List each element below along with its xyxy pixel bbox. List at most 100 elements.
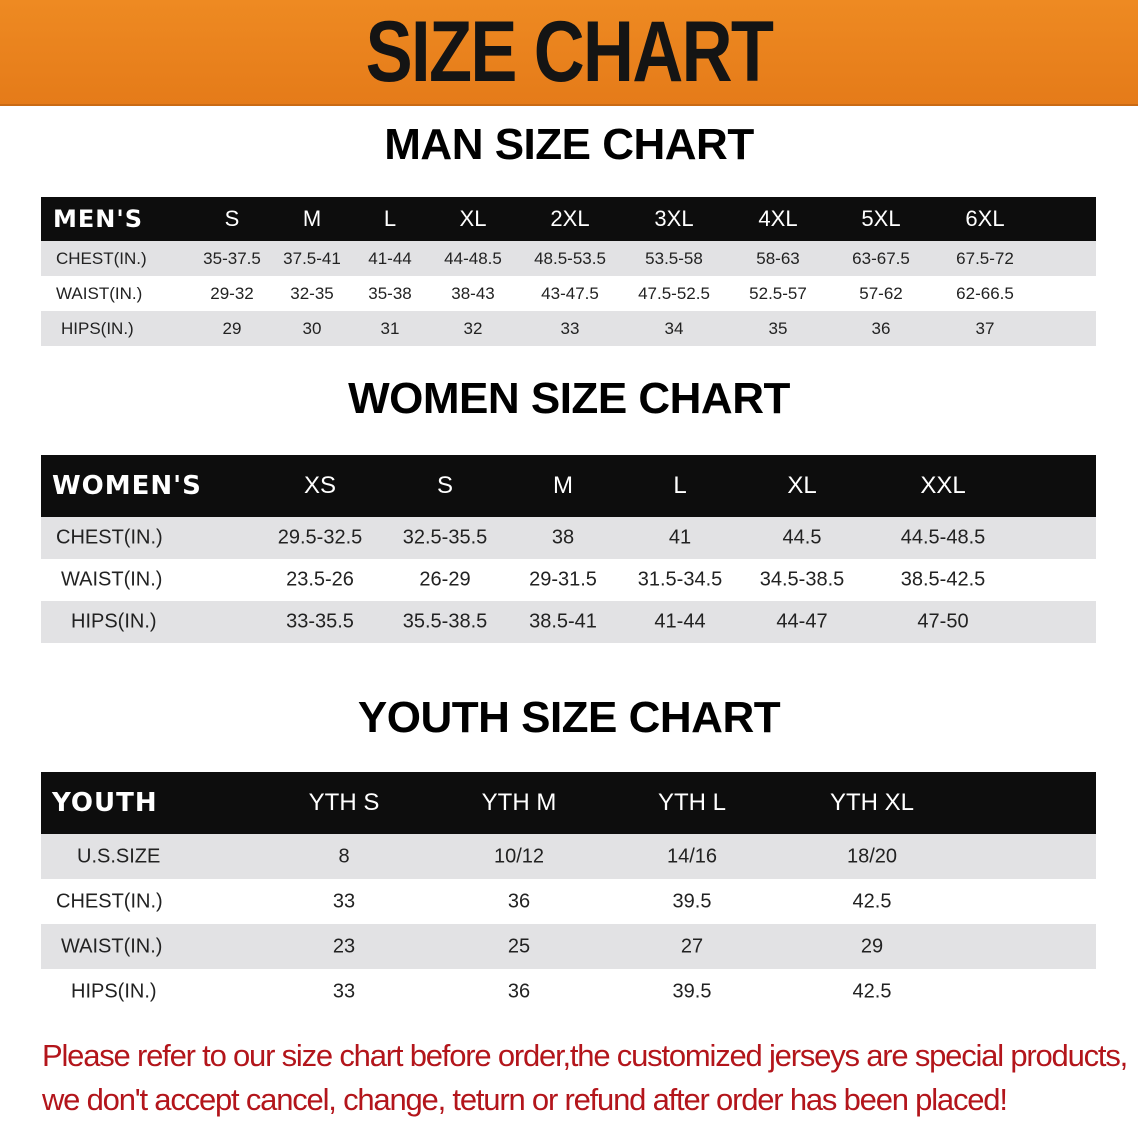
table-cell: 10/12: [493, 845, 545, 867]
youth-header-label: YOUTH: [52, 788, 158, 818]
table-row: U.S.SIZE 8 10/12 14/16 18/20: [41, 834, 1096, 879]
table-cell: 41: [668, 526, 692, 549]
table-cell: 29-31.5: [529, 568, 597, 591]
table-cell: 44.5: [782, 526, 822, 549]
youth-section-title: YOUTH SIZE CHART: [357, 693, 781, 742]
size-header: 5XL: [861, 206, 901, 231]
table-cell: 14/16: [666, 845, 718, 867]
table-cell: 38.5-41: [529, 610, 597, 633]
table-cell: 33: [332, 980, 356, 1002]
table-cell: 34.5-38.5: [759, 568, 845, 591]
youth-size-table: YOUTH YTH S YTH M YTH L YTH XL U.S.SIZE 8 10/12…: [41, 772, 1096, 1014]
table-cell: 62-66.5: [956, 283, 1014, 303]
size-header: L: [673, 472, 687, 499]
size-header: YTH XL: [829, 789, 915, 816]
size-header: M: [302, 206, 322, 231]
table-cell: 36: [507, 890, 531, 912]
men-header-label: MEN'S: [53, 205, 143, 233]
table-cell: 48.5-53.5: [534, 248, 606, 268]
men-header-row: MEN'S S M L XL 2XL 3XL 4XL 5XL 6XL: [41, 197, 1096, 241]
table-cell: 18/20: [846, 845, 898, 867]
table-row: CHEST(IN.) 29.5-32.5 32.5-35.5 38 41 44.5 44.5…: [41, 517, 1096, 559]
table-cell: 44.5-48.5: [900, 526, 986, 549]
notice-line-2: we don't accept cancel, change, teturn o…: [42, 1082, 1008, 1117]
size-header: 6XL: [965, 206, 1005, 231]
table-cell: 31: [380, 318, 400, 338]
table-cell: 32: [463, 318, 483, 338]
women-section-title: WOMEN SIZE CHART: [348, 374, 790, 423]
men-size-table: MEN'S S M L XL 2XL 3XL 4XL 5XL 6XL CHEST(IN.) 35-37…: [41, 197, 1096, 346]
table-cell: 37.5-41: [283, 248, 341, 268]
table-row: WAIST(IN.) 29-32 32-35 35-38 38-43 43-47.5 47.…: [41, 276, 1096, 311]
table-cell: 57-62: [859, 283, 903, 303]
table-row: HIPS(IN.) 29 30 31 32 33 34 35 36 37: [41, 311, 1096, 346]
youth-header-row: YOUTH YTH S YTH M YTH L YTH XL: [41, 772, 1096, 834]
table-cell: 41-44: [368, 248, 412, 268]
table-cell: 29: [222, 318, 242, 338]
table-cell: 47.5-52.5: [638, 283, 710, 303]
table-cell: 42.5: [852, 980, 892, 1002]
table-cell: 37: [975, 318, 995, 338]
table-row: WAIST(IN.) 23.5-26 26-29 29-31.5 31.5-34.5 34…: [41, 559, 1096, 601]
table-cell: 33-35.5: [286, 610, 354, 633]
row-label: CHEST(IN.): [56, 526, 163, 549]
table-cell: 33: [332, 890, 356, 912]
size-header: 3XL: [654, 206, 694, 231]
table-cell: 38.5-42.5: [900, 568, 986, 591]
table-cell: 44-48.5: [444, 248, 502, 268]
row-label: CHEST(IN.): [56, 890, 163, 912]
row-label: CHEST(IN.): [56, 248, 147, 268]
row-label: U.S.SIZE: [77, 845, 161, 867]
women-header-row: WOMEN'S XS S M L XL XXL: [41, 455, 1096, 517]
table-cell: 52.5-57: [749, 283, 807, 303]
table-cell: 32.5-35.5: [402, 526, 488, 549]
men-section-title: MAN SIZE CHART: [384, 120, 754, 169]
table-cell: 25: [507, 935, 531, 957]
size-header: S: [224, 206, 240, 231]
size-header: 2XL: [550, 206, 590, 231]
table-cell: 39.5: [672, 980, 712, 1002]
table-cell: 47-50: [917, 610, 969, 633]
table-cell: 38: [551, 526, 575, 549]
size-header: S: [436, 472, 454, 499]
size-header: XL: [787, 472, 817, 499]
size-header: M: [553, 472, 573, 499]
size-header: L: [383, 206, 397, 231]
size-header: YTH M: [481, 789, 557, 816]
table-row: WAIST(IN.) 23 25 27 29: [41, 924, 1096, 969]
notice-line-1: Please refer to our size chart before or…: [42, 1038, 1128, 1073]
table-cell: 30: [302, 318, 322, 338]
women-size-table: WOMEN'S XS S M L XL XXL CHEST(IN.) 29.5-32.5 32.5…: [41, 455, 1096, 643]
table-cell: 38-43: [451, 283, 495, 303]
size-header: XS: [303, 472, 337, 499]
table-cell: 44-47: [776, 610, 828, 633]
size-header: XXL: [920, 472, 966, 499]
table-cell: 27: [680, 935, 704, 957]
table-cell: 42.5: [852, 890, 892, 912]
table-cell: 23.5-26: [286, 568, 354, 591]
table-cell: 29.5-32.5: [277, 526, 363, 549]
table-row: CHEST(IN.) 35-37.5 37.5-41 41-44 44-48.5 48.5…: [41, 241, 1096, 276]
row-label: WAIST(IN.): [61, 568, 163, 591]
table-cell: 34: [664, 318, 684, 338]
row-label: HIPS(IN.): [71, 980, 157, 1002]
title-banner: SIZE CHART: [0, 0, 1138, 106]
size-header: 4XL: [758, 206, 798, 231]
table-cell: 35-37.5: [203, 248, 261, 268]
table-row: HIPS(IN.) 33-35.5 35.5-38.5 38.5-41 41-44 44-…: [41, 601, 1096, 643]
row-label: WAIST(IN.): [56, 283, 143, 303]
table-cell: 53.5-58: [645, 248, 703, 268]
table-cell: 36: [871, 318, 891, 338]
table-cell: 35: [768, 318, 788, 338]
table-cell: 35-38: [368, 283, 412, 303]
table-cell: 32-35: [290, 283, 334, 303]
row-label: HIPS(IN.): [71, 610, 157, 633]
table-row: HIPS(IN.) 33 36 39.5 42.5: [41, 969, 1096, 1014]
size-header: XL: [459, 206, 487, 231]
table-cell: 23: [332, 935, 356, 957]
table-cell: 58-63: [756, 248, 800, 268]
table-cell: 67.5-72: [956, 248, 1014, 268]
table-cell: 31.5-34.5: [637, 568, 723, 591]
table-cell: 63-67.5: [852, 248, 910, 268]
size-header: YTH S: [308, 789, 380, 816]
